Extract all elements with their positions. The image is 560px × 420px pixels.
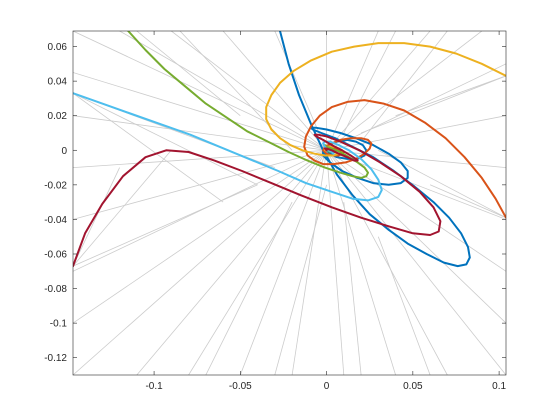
y-tick-label: 0.06 <box>48 42 68 53</box>
field-line-43 <box>360 31 448 142</box>
field-line-15 <box>326 150 506 375</box>
field-line-1 <box>119 31 327 151</box>
field-line-42 <box>343 31 396 134</box>
y-tick-label: -0.06 <box>44 249 67 260</box>
field-line-35 <box>73 167 120 267</box>
field-line-27 <box>73 149 327 168</box>
field-line-21 <box>188 150 327 375</box>
field-line-34 <box>73 184 258 267</box>
field-line-18 <box>326 150 345 375</box>
field-line-11 <box>326 149 506 168</box>
y-axis-ticks: 0.06 0.04 0.02 0 -0.02 -0.04 -0.06 -0.08 -0.1 -0.… <box>44 42 506 364</box>
x-tick-label: 0 <box>324 381 330 392</box>
y-tick-label: 0.04 <box>48 77 68 88</box>
field-line-38 <box>429 184 506 219</box>
field-line-20 <box>239 150 327 375</box>
y-tick-label: -0.02 <box>44 180 67 191</box>
field-line-25 <box>73 149 327 272</box>
field-line-47 <box>205 201 293 375</box>
field-line-28 <box>73 115 327 151</box>
field-line-29 <box>73 72 327 151</box>
field-line-36 <box>360 75 506 134</box>
field-line-0 <box>73 31 327 151</box>
y-tick-label: 0.02 <box>48 111 68 122</box>
field-line-41 <box>136 31 241 117</box>
series-line-1 <box>279 31 471 268</box>
x-tick-label: -0.1 <box>145 381 163 392</box>
y-tick-label: -0.08 <box>44 284 67 295</box>
y-tick-label: -0.1 <box>50 319 68 330</box>
field-line-22 <box>136 150 327 375</box>
x-tick-label: 0.05 <box>403 381 423 392</box>
field-line-30 <box>73 92 258 186</box>
series-line-5 <box>73 92 383 202</box>
trajectory-series <box>73 31 506 268</box>
field-line-10 <box>326 115 506 151</box>
field-line-24 <box>73 149 327 324</box>
field-line-4 <box>274 31 327 151</box>
y-tick-label: -0.12 <box>44 353 67 364</box>
field-line-13 <box>326 149 506 272</box>
field-line-44 <box>274 184 327 375</box>
field-line-33 <box>73 150 172 267</box>
y-tick-label: -0.04 <box>44 215 67 226</box>
field-line-2 <box>171 31 327 151</box>
field-line-46 <box>377 236 431 375</box>
field-line-45 <box>343 202 362 375</box>
field-line-37 <box>395 75 506 117</box>
field-line-9 <box>326 63 506 151</box>
field-line-8 <box>326 31 483 151</box>
x-tick-label: 0.1 <box>492 381 506 392</box>
field-line-17 <box>326 150 396 375</box>
axes-box <box>72 30 507 376</box>
y-tick-label: 0 <box>61 146 67 157</box>
field-line-14 <box>326 150 506 324</box>
series-line-4 <box>127 31 369 179</box>
field-line-7 <box>326 31 431 151</box>
plot-area <box>73 31 506 375</box>
field-line-6 <box>326 31 379 151</box>
x-tick-label: -0.05 <box>229 381 252 392</box>
x-axis-ticks: -0.1 -0.05 0 0.05 0.1 <box>145 31 506 392</box>
field-line-31 <box>73 92 224 203</box>
series-line-6 <box>73 133 442 268</box>
